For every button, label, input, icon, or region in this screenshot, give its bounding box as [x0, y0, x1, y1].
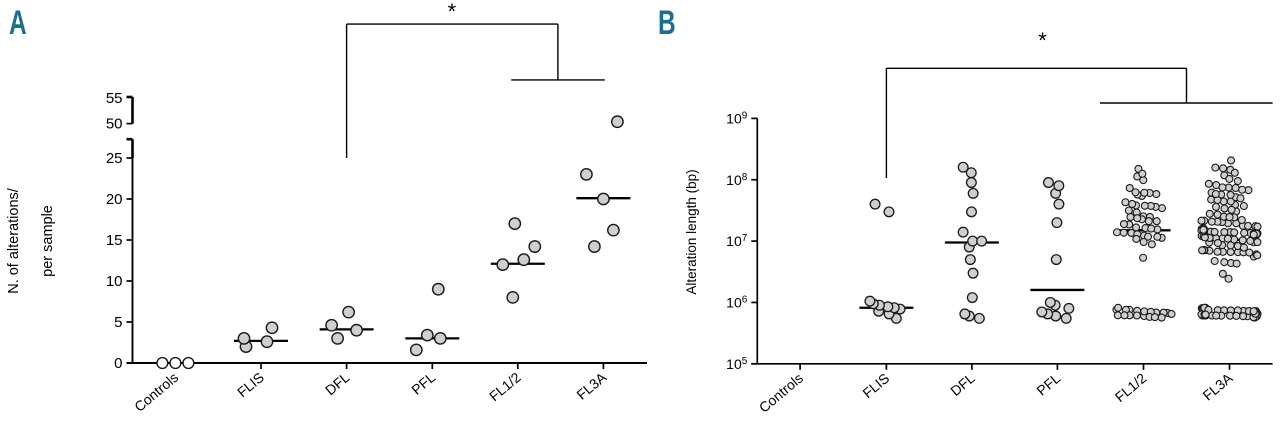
svg-text:FLIS: FLIS: [859, 370, 892, 401]
svg-text:PFL: PFL: [408, 369, 438, 398]
svg-text:107: 107: [726, 233, 748, 250]
svg-text:50: 50: [106, 116, 123, 133]
svg-text:A: A: [9, 4, 27, 42]
svg-text:*: *: [1038, 28, 1047, 53]
svg-text:5: 5: [114, 314, 122, 331]
svg-text:105: 105: [726, 355, 748, 372]
svg-text:108: 108: [726, 171, 748, 188]
svg-text:20: 20: [106, 191, 123, 208]
svg-text:106: 106: [726, 294, 748, 311]
svg-text:109: 109: [726, 110, 748, 127]
svg-text:25: 25: [106, 150, 123, 167]
svg-text:Controls: Controls: [756, 370, 806, 416]
svg-text:55: 55: [106, 90, 123, 107]
svg-text:PFL: PFL: [1033, 370, 1063, 399]
svg-text:N. of alterations/: N. of alterations/: [6, 187, 22, 294]
svg-text:FL1/2: FL1/2: [1112, 370, 1150, 405]
svg-text:*: *: [448, 0, 457, 24]
svg-text:15: 15: [106, 232, 123, 249]
svg-text:0: 0: [114, 355, 122, 372]
svg-text:DFL: DFL: [947, 370, 978, 399]
svg-text:DFL: DFL: [322, 369, 353, 398]
svg-text:FL3A: FL3A: [573, 369, 609, 403]
svg-text:Controls: Controls: [131, 369, 181, 415]
svg-text:Alteration length (bp): Alteration length (bp): [684, 169, 699, 294]
svg-text:per sample: per sample: [40, 205, 56, 277]
svg-text:10: 10: [106, 273, 123, 290]
svg-text:FL1/2: FL1/2: [486, 369, 524, 404]
svg-text:B: B: [658, 4, 676, 42]
svg-text:FL3A: FL3A: [1200, 369, 1236, 403]
svg-text:FLIS: FLIS: [234, 369, 267, 400]
